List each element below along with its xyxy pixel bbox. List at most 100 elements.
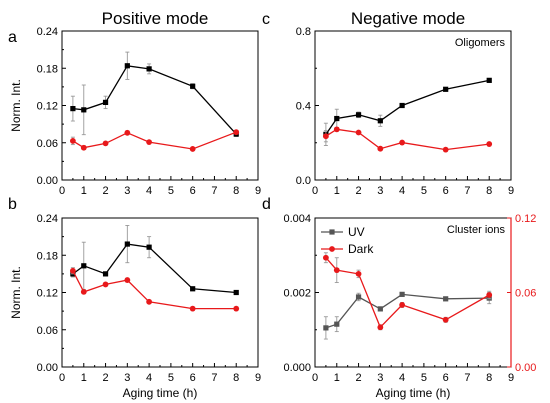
- y-tick-label: 0.06: [37, 325, 58, 337]
- x-tick-label: 4: [399, 372, 405, 384]
- data-point: [355, 112, 362, 118]
- x-tick-label: 0: [312, 185, 318, 197]
- x-tick-label: 6: [190, 185, 196, 197]
- data-point: [399, 291, 405, 297]
- data-point: [124, 63, 130, 69]
- series-line: [72, 131, 237, 150]
- right-column-title: Negative mode: [351, 9, 465, 28]
- series-uv: [70, 51, 239, 137]
- data-point: [355, 270, 362, 277]
- data-point: [102, 140, 109, 147]
- legend-marker: [329, 246, 335, 252]
- y-tick-label: 0.4: [296, 101, 311, 113]
- series-uv: [323, 77, 492, 146]
- data-point: [399, 139, 406, 146]
- x-tick-label: 7: [464, 185, 470, 197]
- y-tick-label: 0.18: [37, 63, 58, 75]
- data-point: [333, 267, 340, 274]
- data-point: [486, 292, 493, 298]
- panel-letter-c: c: [262, 11, 270, 28]
- x-tick-label: 3: [377, 185, 383, 197]
- x-tick-label: 9: [255, 372, 261, 384]
- plot-frame: [314, 217, 512, 368]
- data-point: [377, 324, 384, 331]
- x-tick-label: 5: [168, 372, 174, 384]
- data-point: [334, 115, 340, 122]
- x-tick-label: 8: [233, 372, 239, 384]
- series-line: [72, 270, 237, 310]
- series-line: [72, 243, 237, 294]
- data-point: [323, 325, 329, 331]
- x-tick-label: 0: [59, 372, 65, 384]
- data-point: [442, 146, 449, 153]
- y-tick-label: 0.0: [296, 175, 311, 187]
- data-point: [355, 294, 362, 300]
- data-point: [190, 83, 196, 89]
- x-tick-label: 7: [211, 372, 217, 384]
- x-tick-label: 6: [190, 372, 196, 384]
- panel-annotation: Oligomers: [455, 37, 506, 49]
- x-tick-label: 8: [233, 185, 239, 197]
- series-dark: [322, 126, 493, 153]
- x-tick-label: 4: [146, 185, 152, 197]
- x-tick-label: 0: [312, 372, 318, 384]
- panel-annotation: Cluster ions: [447, 224, 506, 236]
- data-point: [81, 263, 87, 269]
- data-point: [102, 99, 109, 105]
- series-line: [72, 65, 237, 135]
- y-tick-label: 0.06: [37, 138, 58, 150]
- y-tick-label: 0.12: [37, 101, 58, 113]
- data-point: [377, 145, 384, 152]
- y-tick-label: 0.002: [283, 288, 311, 300]
- data-point: [333, 126, 340, 133]
- y-axis-label: Norm. Int.: [9, 79, 23, 132]
- data-point: [233, 305, 240, 312]
- data-point: [124, 241, 130, 247]
- data-point: [146, 244, 152, 250]
- y-tick-label: 0.00: [37, 362, 58, 374]
- x-tick-label: 1: [81, 185, 87, 197]
- x-tick-label: 2: [102, 372, 108, 384]
- data-point: [69, 267, 76, 274]
- data-point: [399, 302, 406, 308]
- y-tick-label: 0.8: [296, 26, 311, 38]
- data-point: [146, 66, 152, 72]
- x-tick-label: 1: [81, 372, 87, 384]
- x-tick-label: 2: [355, 185, 361, 197]
- data-point: [486, 77, 492, 83]
- data-point: [69, 137, 76, 144]
- panel-letter-b: b: [8, 196, 17, 213]
- series-line: [325, 128, 490, 151]
- data-point: [146, 139, 153, 146]
- y-tick-label: 0.24: [37, 213, 58, 225]
- data-point: [189, 305, 196, 312]
- y-tick-label: 0.00: [37, 175, 58, 187]
- x-tick-label: 1: [334, 185, 340, 197]
- data-point: [443, 86, 449, 92]
- y-tick-label: 0.000: [283, 362, 311, 374]
- x-tick-label: 9: [255, 185, 261, 197]
- series-line: [325, 257, 490, 329]
- series-dark: [322, 252, 493, 331]
- data-point: [102, 281, 109, 288]
- y-axis-label: Norm. Int.: [9, 266, 23, 319]
- series-uv: [70, 224, 239, 296]
- x-axis-label: Aging time (h): [376, 386, 451, 400]
- data-point: [190, 286, 196, 292]
- y-tick-label: 0.18: [37, 250, 58, 262]
- data-point: [443, 296, 449, 302]
- data-point: [80, 288, 87, 295]
- data-point: [486, 141, 493, 147]
- panel-a: a 0 1 2 3 4 5 6 7 8 9 0.00 0.06 0.12 0.18 0.24 Norm. Int…: [8, 26, 261, 197]
- data-point: [124, 277, 131, 283]
- y-tick-label: 0.24: [37, 26, 58, 38]
- data-point: [81, 107, 87, 113]
- right-y-tick-label: 0.12: [515, 213, 536, 225]
- data-point: [377, 306, 383, 312]
- x-tick-label: 4: [399, 185, 405, 197]
- panel-d: d 0 1 2 3 4 5 6 7 8 9 0.000 0.002 0.004 0.00 0.06 0.12 Ag…: [262, 196, 536, 400]
- x-tick-label: 5: [168, 185, 174, 197]
- x-tick-label: 5: [421, 185, 427, 197]
- series-line: [325, 293, 490, 329]
- data-point: [189, 146, 196, 152]
